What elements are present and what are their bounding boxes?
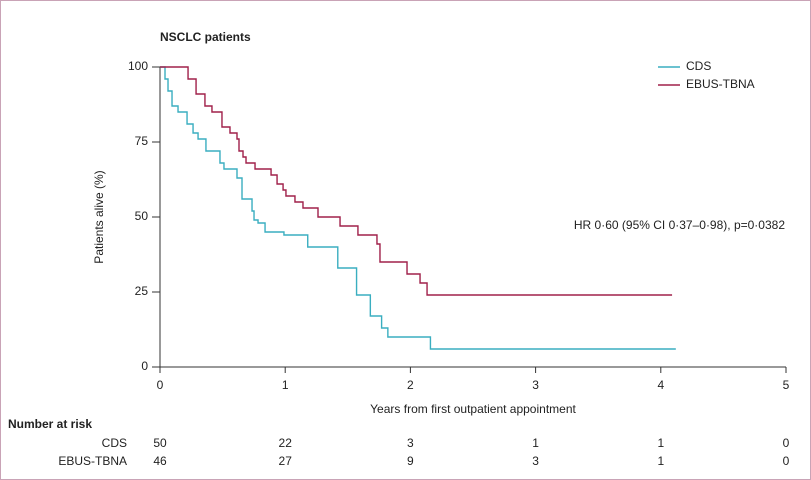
x-tick-label: 3 <box>532 378 539 392</box>
y-tick-label: 25 <box>135 284 149 298</box>
annotation: HR 0·60 (95% CI 0·37–0·98), p=0·0382 <box>574 218 785 232</box>
risk-count: 22 <box>279 436 293 450</box>
survival-curve <box>160 66 676 350</box>
risk-count: 27 <box>279 454 293 468</box>
x-tick-label: 5 <box>783 378 790 392</box>
risk-count: 50 <box>153 436 167 450</box>
x-tick-label: 4 <box>657 378 664 392</box>
chart-title: NSCLC patients <box>160 30 251 44</box>
risk-count: 1 <box>657 436 664 450</box>
survival-curve <box>160 66 673 296</box>
legend-label: CDS <box>686 59 711 73</box>
risk-count: 0 <box>783 454 790 468</box>
y-tick-label: 0 <box>141 359 148 373</box>
risk-title: Number at risk <box>8 417 92 431</box>
x-tick-label: 2 <box>407 378 414 392</box>
y-tick-label: 75 <box>135 134 149 148</box>
legend-label: EBUS-TBNA <box>686 77 755 91</box>
risk-count: 9 <box>407 454 414 468</box>
risk-count: 3 <box>532 454 539 468</box>
risk-count: 0 <box>783 436 790 450</box>
x-tick-label: 0 <box>157 378 164 392</box>
risk-row-name: CDS <box>102 436 127 450</box>
risk-count: 1 <box>657 454 664 468</box>
risk-count: 1 <box>532 436 539 450</box>
y-axis-label: Patients alive (%) <box>92 170 106 263</box>
x-axis-label: Years from first outpatient appointment <box>370 402 576 416</box>
x-tick-label: 1 <box>282 378 289 392</box>
risk-row-name: EBUS-TBNA <box>58 454 127 468</box>
risk-count: 46 <box>153 454 167 468</box>
risk-count: 3 <box>407 436 414 450</box>
y-tick-label: 50 <box>135 209 149 223</box>
y-tick-label: 100 <box>128 59 148 73</box>
